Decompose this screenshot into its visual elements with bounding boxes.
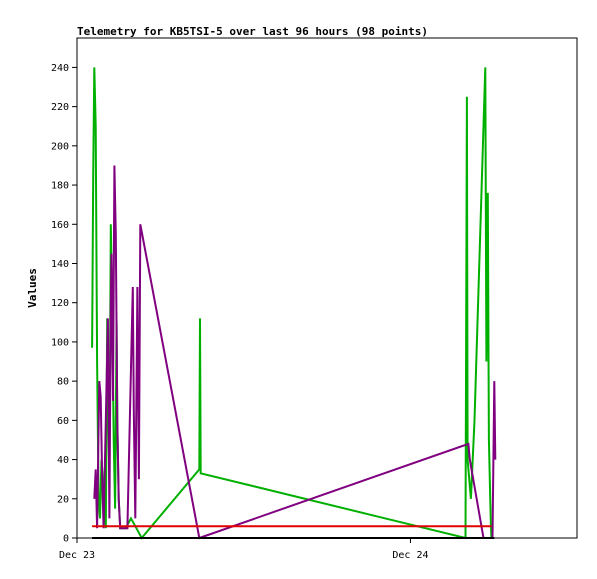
y-tick-label: 180 [51,181,69,192]
x-axis: Dec 23 Dec 24 [59,538,429,561]
y-tick-label: 240 [51,63,69,74]
y-tick-label: 0 [63,534,69,545]
y-tick-label: 80 [57,377,69,388]
series-line-2 [93,165,497,540]
x-tick-label: Dec 24 [392,550,428,561]
x-tick-label: Dec 23 [59,550,95,561]
y-tick-label: 140 [51,259,69,270]
y-tick-label: 100 [51,337,69,348]
y-tick-label: 60 [57,416,69,427]
y-tick-label: 20 [57,494,69,505]
y-tick-label: 120 [51,298,69,309]
y-axis: 0 20 40 60 80 100 120 140 160 180 200 220 240 [51,63,77,545]
chart-title: Telemetry for KB5TSI-5 over last 96 hour… [77,25,428,38]
y-tick-label: 40 [57,455,69,466]
y-tick-label: 220 [51,102,69,113]
y-tick-label: 200 [51,141,69,152]
y-tick-label: 160 [51,220,69,231]
series-layer [91,67,497,540]
y-axis-label: Values [26,268,39,308]
